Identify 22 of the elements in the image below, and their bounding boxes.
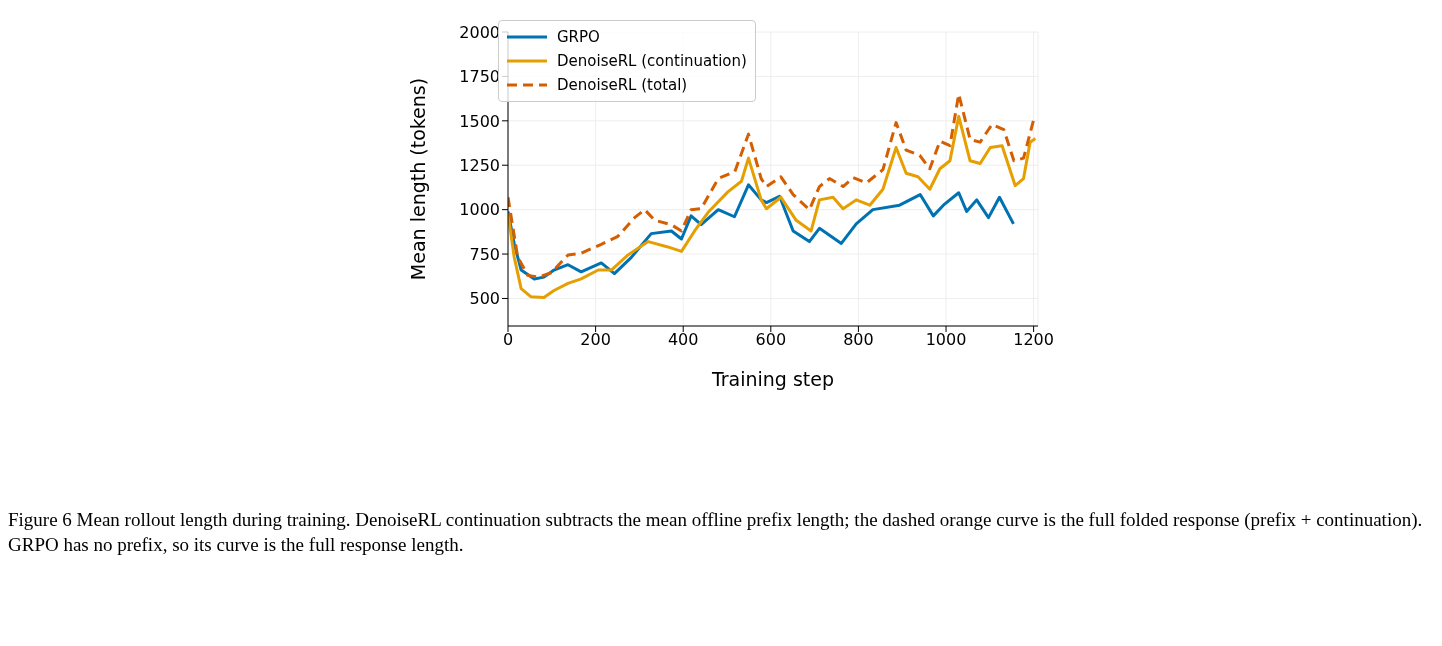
y-tick-label: 1250 <box>459 155 500 175</box>
legend-label: DenoiseRL (total) <box>557 76 688 94</box>
legend-label: DenoiseRL (continuation) <box>557 52 747 70</box>
x-tick-label: 1000 <box>925 330 967 350</box>
y-tick-label: 1000 <box>459 200 500 220</box>
legend-label: GRPO <box>557 28 600 46</box>
x-axis-title: Training step <box>710 368 835 390</box>
y-tick-label: 2000 <box>459 22 500 42</box>
x-tick-label: 0 <box>502 330 514 350</box>
x-tick-label: 1200 <box>1013 330 1054 350</box>
line-series <box>508 114 1037 300</box>
x-tick-label: 200 <box>580 330 611 350</box>
caption: Figure 6 Mean rollout length during training. DenoiseRL continuation subtracts the mean offline prefix length; the dashed orange curve is the full folded response (prefix + continuation). GRPO has no prefix, so its curve is the full response length. <box>8 508 1424 557</box>
y-tick-label: 1750 <box>459 67 500 87</box>
y-axis-title: Mean length (tokens) <box>406 77 429 281</box>
y-tick-label: 1500 <box>459 111 500 131</box>
x-tick-label: 600 <box>755 330 787 350</box>
x-tick-label: 800 <box>843 330 874 350</box>
line-series <box>508 183 1015 281</box>
y-tick-label: 500 <box>469 289 500 309</box>
x-tick-label: 400 <box>667 330 699 350</box>
y-tick-label: 750 <box>469 244 500 264</box>
